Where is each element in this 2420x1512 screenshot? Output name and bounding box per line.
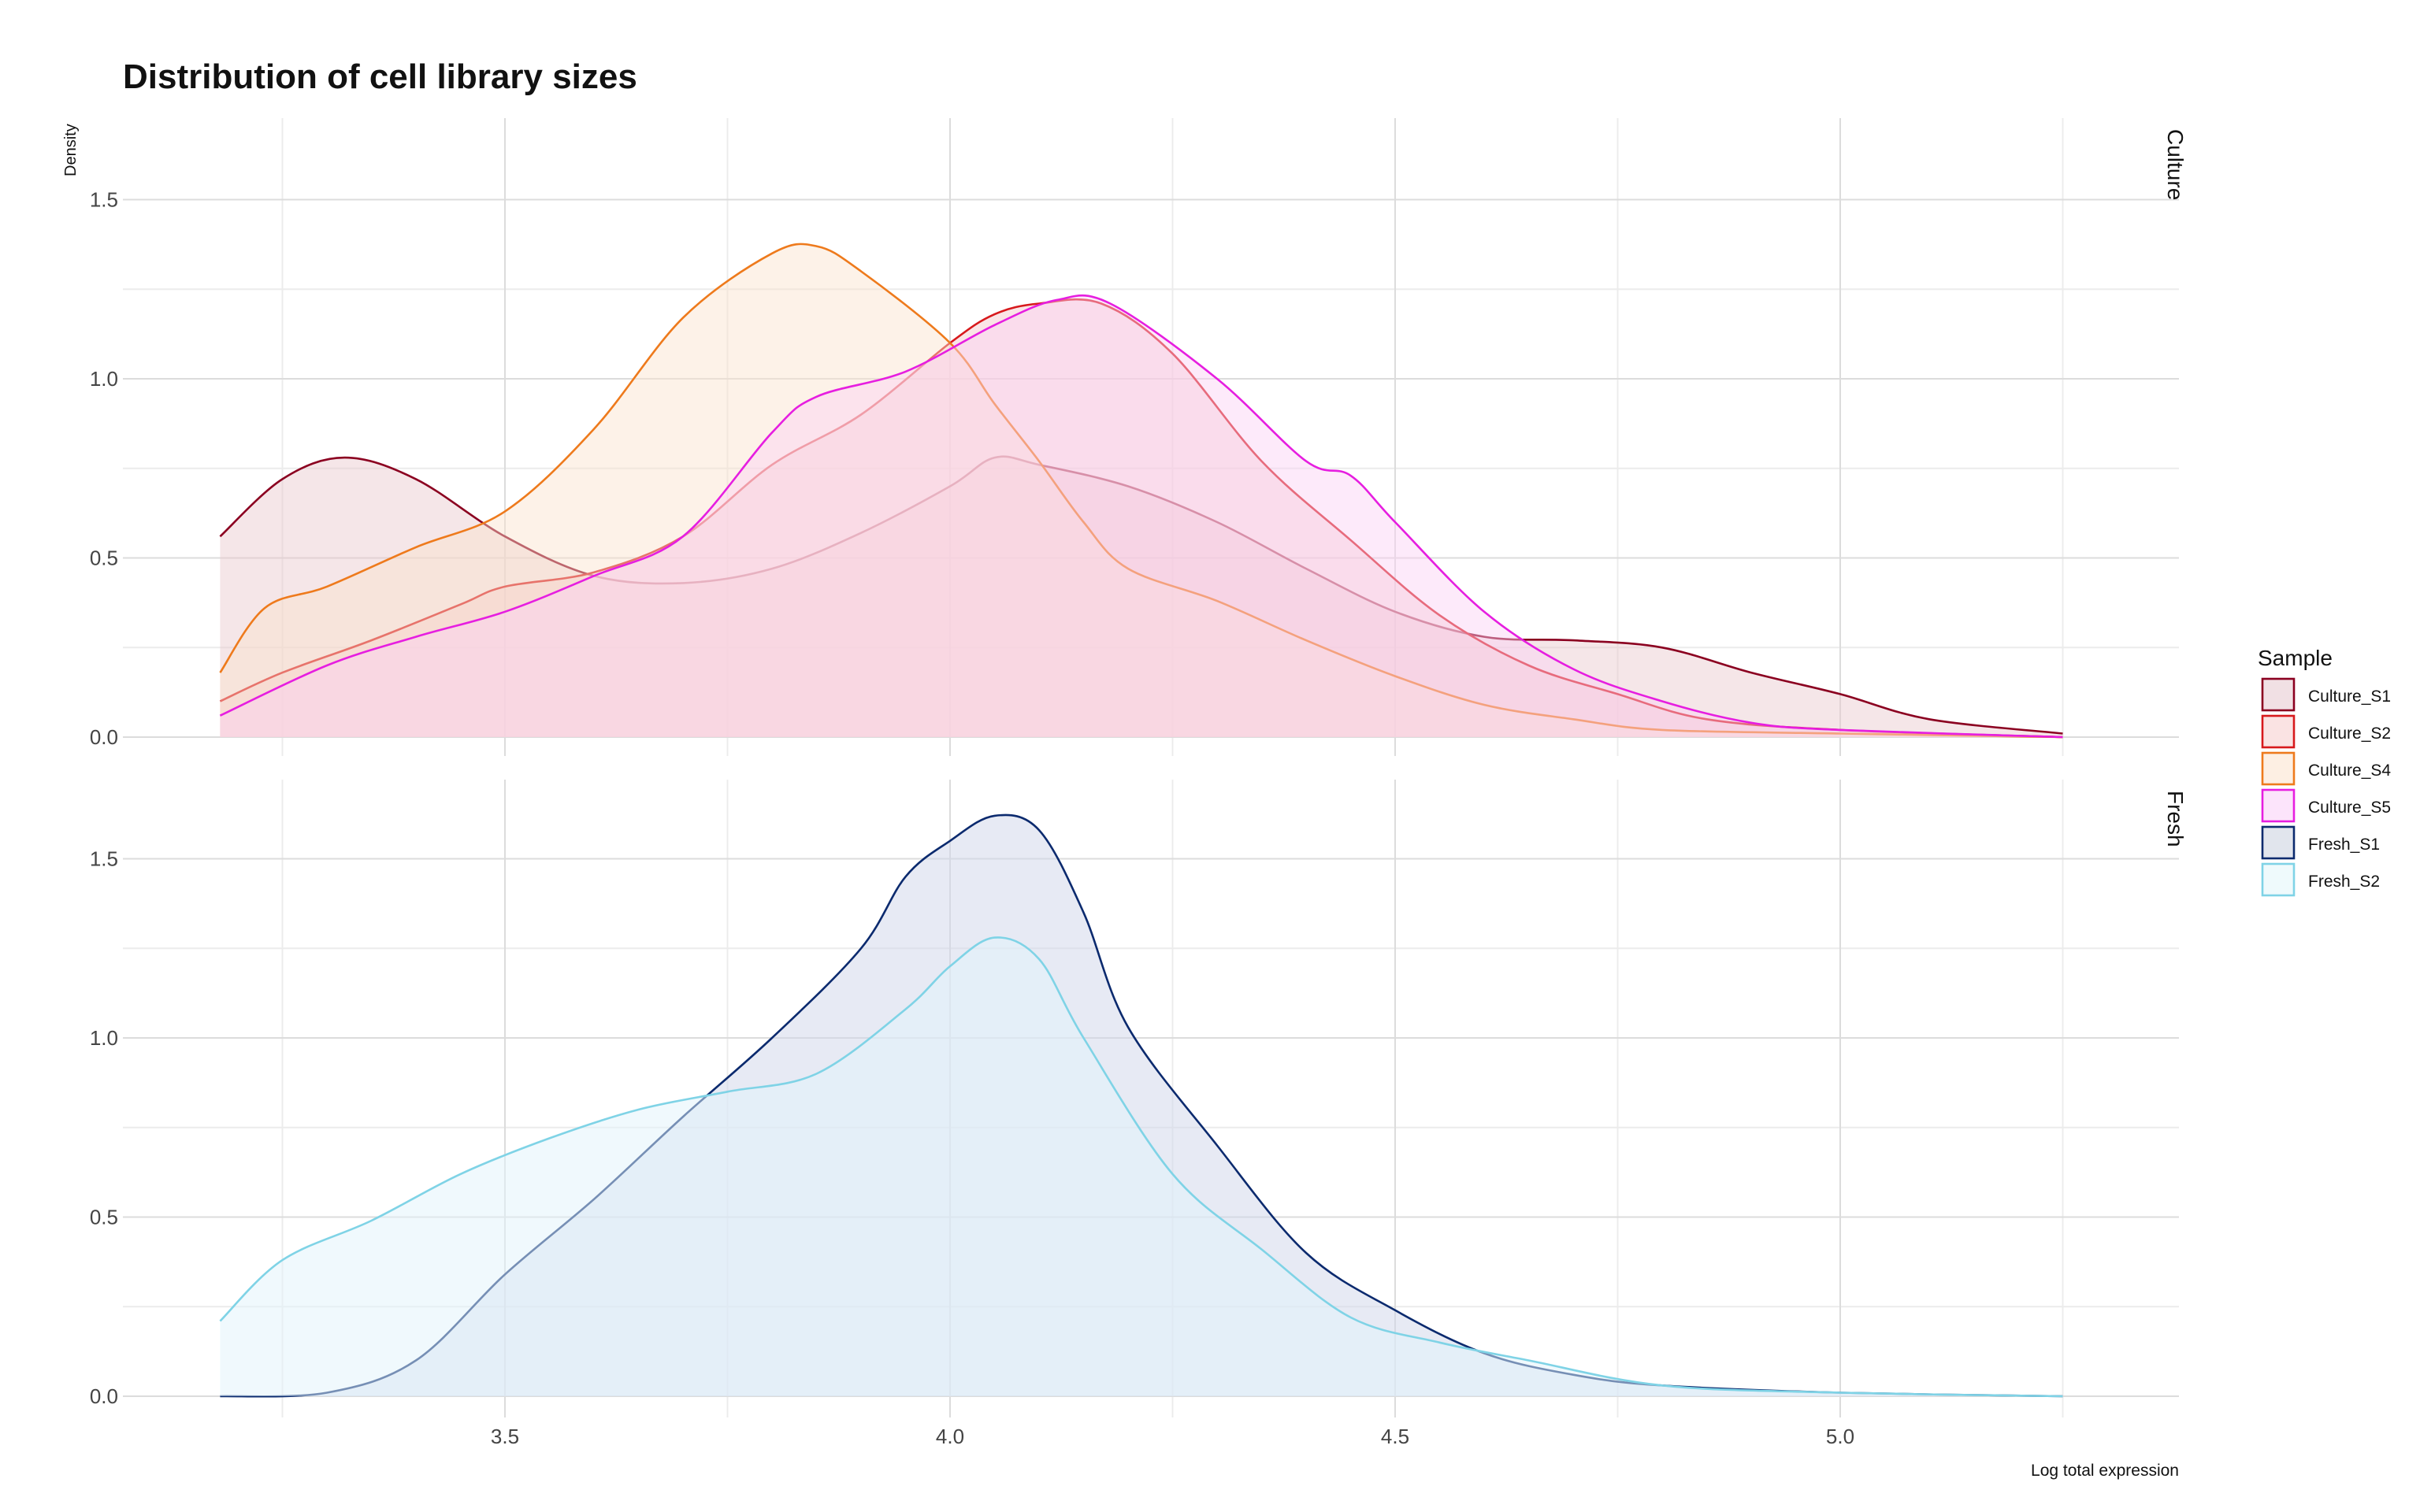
legend-label: Culture_S1 [2308, 687, 2391, 706]
density-area-fresh-s2 [220, 937, 2063, 1396]
legend-key [2261, 714, 2296, 749]
legend: Sample Culture_S1 Culture_S2 Culture_S4 Cul… [2258, 646, 2391, 897]
x-tick-label: 3.5 [491, 1425, 519, 1448]
y-tick-label: 0.5 [90, 547, 118, 570]
density-area-culture-s2 [220, 299, 2063, 737]
x-tick-label: 4.0 [936, 1425, 964, 1448]
y-tick-label: 1.0 [90, 1026, 118, 1050]
density-area-culture-s4 [220, 243, 2063, 737]
legend-label: Fresh_S1 [2308, 836, 2380, 854]
density-line-culture-s5 [219, 294, 2063, 739]
x-axis-title: Log total expression [2031, 1462, 2179, 1480]
density-line-culture-s4 [219, 243, 2063, 739]
y-tick-label: 1.5 [90, 188, 118, 212]
y-axis-title: Density [62, 124, 80, 176]
legend-label: Fresh_S2 [2308, 873, 2380, 891]
legend-label: Culture_S4 [2308, 762, 2391, 780]
facet-strip-label: Fresh [2163, 791, 2188, 847]
legend-key [2261, 751, 2296, 786]
legend-key [2261, 825, 2296, 860]
legend-label: Culture_S2 [2308, 724, 2391, 743]
facet-panel-fresh: 0.0 0.5 1.0 1.5 Fresh [90, 780, 2188, 1418]
chart-title: Distribution of cell library sizes [123, 57, 637, 96]
density-area-culture-s1 [220, 456, 2063, 737]
facet-strip-label: Culture [2163, 129, 2188, 200]
facet-panels: 0.0 0.5 1.0 1.5 Culture 0.0 0.5 1.0 1.5 Fresh [90, 118, 2188, 1418]
legend-label: Culture_S5 [2308, 799, 2391, 817]
y-tick-label: 0.0 [90, 725, 118, 749]
y-tick-label: 0.5 [90, 1206, 118, 1229]
y-tick-label: 1.0 [90, 367, 118, 391]
facet-panel-culture: 0.0 0.5 1.0 1.5 Culture [90, 118, 2188, 756]
density-line-culture-s1 [219, 455, 2063, 735]
legend-key [2261, 788, 2296, 823]
legend-title: Sample [2258, 646, 2333, 670]
density-area-culture-s5 [220, 295, 2063, 737]
density-line-fresh-s2 [219, 936, 2063, 1398]
x-tick-label: 4.5 [1381, 1425, 1409, 1448]
legend-key [2261, 677, 2296, 712]
y-tick-label: 0.0 [90, 1384, 118, 1408]
y-tick-label: 1.5 [90, 847, 118, 871]
legend-key [2261, 862, 2296, 897]
x-tick-labels: 3.5 4.0 4.5 5.0 [491, 1425, 1854, 1448]
x-tick-label: 5.0 [1826, 1425, 1854, 1448]
